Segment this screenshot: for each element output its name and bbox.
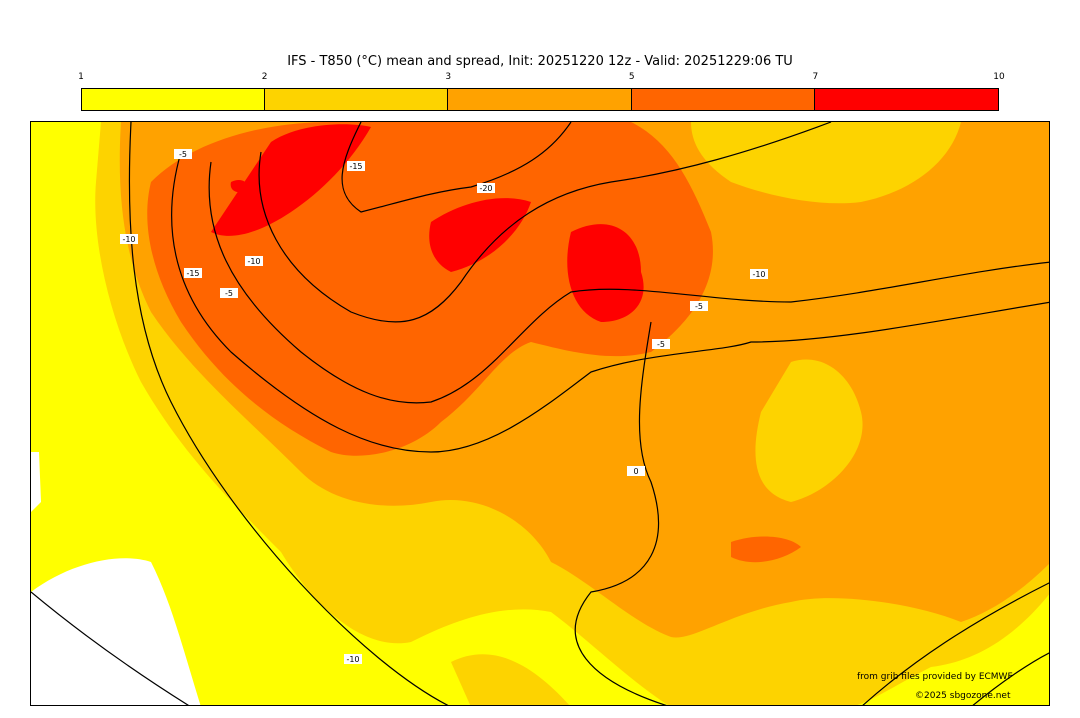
contour-label-bg <box>477 183 495 193</box>
contour-label: -5 <box>695 302 703 311</box>
contour-label: -10 <box>346 655 359 664</box>
isotherm-contours <box>31 122 1049 705</box>
contour-label: -10 <box>122 235 135 244</box>
contour-label-bg <box>245 256 263 266</box>
map-canvas: -5 -10 -15 -20 -15 -10 -5 -10 -5 -10 0 -5 <box>31 122 1049 705</box>
contour-label-bg <box>120 234 138 244</box>
contour-label: -20 <box>479 184 492 193</box>
contour-label-bg <box>627 466 645 476</box>
contour-label: -15 <box>349 162 362 171</box>
contour-label-bg <box>174 149 192 159</box>
contour-labels: -5 -10 -15 -20 -15 -10 -5 -10 -5 -10 0 -5 <box>120 149 768 664</box>
source-credit: from grib files provided by ECMWF <box>857 672 1013 682</box>
colorbar-tick: 5 <box>628 72 635 82</box>
contour-label: -10 <box>752 270 765 279</box>
contour-label-bg <box>184 268 202 278</box>
contour-label: 0 <box>633 467 638 476</box>
contour-label: -5 <box>179 150 187 159</box>
map-title: IFS - T850 (°C) mean and spread, Init: 2… <box>287 54 793 69</box>
contour-label: -10 <box>247 257 260 266</box>
colorbar-tick: 2 <box>261 72 268 82</box>
contour-label: -15 <box>186 269 199 278</box>
colorbar-tick: 1 <box>78 72 84 82</box>
colorbar-tick: 10 <box>993 72 1005 82</box>
spread-7-10 <box>211 124 644 322</box>
spread-2-3-north <box>691 122 961 502</box>
colorbar-segment <box>265 89 449 110</box>
contour-label-bg <box>750 269 768 279</box>
contour-label-bg <box>344 654 362 664</box>
colorbar-segment <box>814 89 998 110</box>
white-area <box>31 452 201 705</box>
contour-label: -5 <box>225 289 233 298</box>
contour-label-bg <box>220 288 238 298</box>
contour-label-bg <box>652 339 670 349</box>
contour-label-bg <box>690 301 708 311</box>
copyright-credit: ©2025 sbgozone.net <box>915 691 1011 701</box>
colorbar-legend <box>81 88 999 111</box>
spread-map[interactable]: -5 -10 -15 -20 -15 -10 -5 -10 -5 -10 0 -5 <box>30 121 1050 706</box>
colorbar-tick: 3 <box>445 72 452 82</box>
colorbar-segment <box>448 89 632 110</box>
colorbar-segment <box>82 89 266 110</box>
spread-5-7 <box>147 122 801 563</box>
contour-label: -5 <box>657 340 665 349</box>
colorbar-segment <box>631 89 815 110</box>
colorbar-tick: 7 <box>812 72 819 82</box>
contour-label-bg <box>347 161 365 171</box>
